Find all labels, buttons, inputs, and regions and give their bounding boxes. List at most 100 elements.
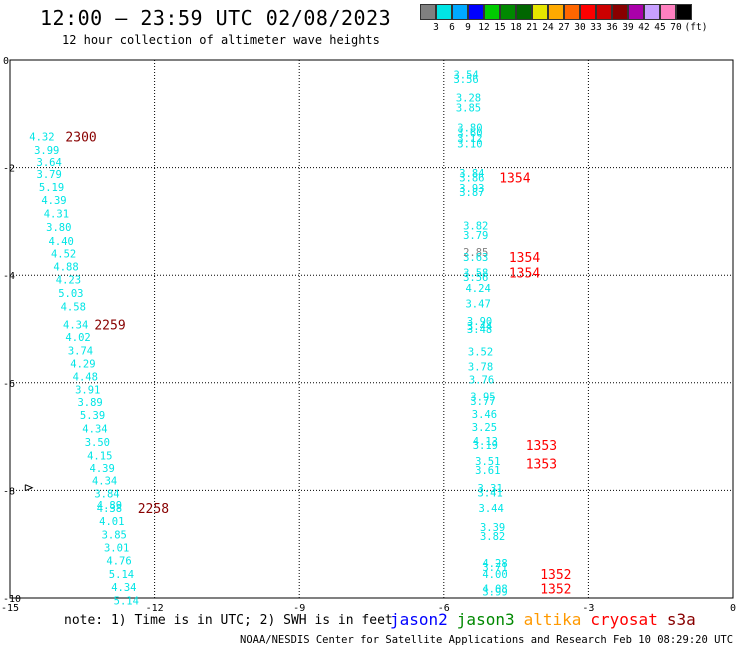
- legend-label: 15: [494, 22, 506, 33]
- wave-height-point: 3.61: [475, 465, 500, 477]
- wave-height-point: 3.91: [75, 384, 100, 396]
- legend-swatch: [436, 4, 452, 20]
- y-tick-label: -2: [3, 164, 15, 175]
- track-arrow-icon: [24, 484, 34, 492]
- wave-height-point: 3.28: [456, 93, 481, 105]
- legend-swatch: [564, 4, 580, 20]
- wave-height-point: 4.00: [482, 569, 507, 581]
- x-tick-label: -6: [438, 603, 450, 614]
- wave-height-point: 3.54: [453, 70, 478, 82]
- legend-label: 45: [654, 22, 666, 33]
- wave-height-point: 3.76: [469, 375, 494, 387]
- wave-height-point: 3.78: [468, 362, 493, 374]
- wave-height-point: 3.44: [479, 503, 504, 515]
- wave-height-point: 4.38: [97, 503, 122, 515]
- time-label: 2258: [138, 502, 169, 517]
- wave-height-point: 5.14: [114, 596, 139, 608]
- wave-height-point: 3.56: [463, 272, 488, 284]
- satellite-label: s3a: [666, 610, 696, 629]
- time-label: 1353: [526, 439, 557, 454]
- legend-label: 70: [670, 22, 682, 33]
- legend-label: 36: [606, 22, 618, 33]
- wave-height-point: 3.64: [37, 157, 62, 169]
- satellite-label: cryosat: [590, 610, 658, 629]
- wave-height-point: 2.85: [463, 247, 488, 259]
- wave-height-point: 3.87: [459, 187, 484, 199]
- satellite-legend: jason2 jason3 altika cryosat s3a: [390, 610, 705, 629]
- wave-height-point: 3.79: [37, 169, 62, 181]
- wave-height-point: 5.19: [39, 182, 64, 194]
- wave-height-point: 3.19: [473, 440, 498, 452]
- wave-height-point: 4.58: [61, 301, 86, 313]
- wave-height-point: 5.14: [109, 569, 134, 581]
- legend-swatch: [548, 4, 564, 20]
- y-tick-label: -10: [3, 594, 21, 605]
- wave-height-point: 4.34: [82, 424, 107, 436]
- wave-height-point: 3.79: [463, 230, 488, 242]
- legend-label: 9: [465, 22, 471, 33]
- wave-height-point: 3.93: [459, 183, 484, 195]
- wave-height-point: 3.58: [463, 268, 488, 280]
- wave-height-point: 3.99: [482, 587, 507, 599]
- wave-height-point: 4.31: [44, 208, 69, 220]
- wave-height-point: 4.52: [51, 249, 76, 261]
- y-tick-label: 0: [3, 56, 9, 67]
- legend-swatch: [420, 4, 436, 20]
- legend-swatch: [580, 4, 596, 20]
- time-label: 1352: [540, 582, 571, 597]
- wave-height-point: 4.01: [99, 516, 124, 528]
- wave-height-point: 4.24: [465, 283, 490, 295]
- wave-height-point: 4.89: [97, 500, 122, 512]
- wave-height-point: 3.82: [463, 221, 488, 233]
- wave-height-point: 3.77: [470, 396, 495, 408]
- wave-height-point: 3.89: [77, 397, 102, 409]
- wave-height-point: 4.39: [41, 195, 66, 207]
- x-tick-label: 0: [730, 603, 736, 614]
- wave-height-point: 3.12: [457, 133, 482, 145]
- legend-swatches: [420, 4, 740, 20]
- wave-height-point: 4.02: [65, 332, 90, 344]
- wave-height-point: 3.99: [34, 145, 59, 157]
- legend-swatch: [596, 4, 612, 20]
- wave-height-point: 4.88: [53, 262, 78, 274]
- legend-label: 12: [478, 22, 490, 33]
- wave-height-point: 3.46: [472, 409, 497, 421]
- legend-swatch: [532, 4, 548, 20]
- legend-swatch: [516, 4, 532, 20]
- wave-height-point: 4.29: [70, 358, 95, 370]
- wave-height-point: 4.13: [473, 436, 498, 448]
- wave-height-point: 3.01: [104, 542, 129, 554]
- wave-height-point: 3.80: [46, 222, 71, 234]
- wave-height-point: 4.23: [56, 275, 81, 287]
- wave-height-point: 3.44: [467, 321, 492, 333]
- wave-height-point: 3.85: [102, 530, 127, 542]
- wave-height-point: 4.34: [111, 582, 136, 594]
- wave-height-point: 3.31: [478, 483, 503, 495]
- time-label: 2259: [94, 319, 125, 334]
- wave-height-point: 3.25: [472, 422, 497, 434]
- legend-label: 30: [574, 22, 586, 33]
- wave-height-point: 3.51: [475, 456, 500, 468]
- legend-label: (ft): [684, 22, 708, 33]
- wave-height-point: 4.28: [482, 558, 507, 570]
- legend-label: 42: [638, 22, 650, 33]
- wave-height-point: 4.39: [90, 463, 115, 475]
- time-label: 1352: [540, 568, 571, 583]
- legend-label: 27: [558, 22, 570, 33]
- y-tick-label: -6: [3, 379, 15, 390]
- legend-swatch: [612, 4, 628, 20]
- wave-height-point: 4.40: [49, 236, 74, 248]
- time-label: 1354: [509, 251, 540, 266]
- legend-swatch: [644, 4, 660, 20]
- wave-height-point: 4.48: [73, 371, 98, 383]
- color-legend: 3 6 9 12 15 18 21 24 27 30 33 36 39 42 45 70 (ft): [420, 4, 740, 34]
- wave-height-point: 3.84: [459, 168, 484, 180]
- y-tick-label: -8: [3, 486, 15, 497]
- wave-height-point: 4.15: [87, 450, 112, 462]
- wave-height-point: 5.03: [58, 288, 83, 300]
- chart-subtitle: 12 hour collection of altimeter wave hei…: [62, 33, 380, 47]
- legend-swatch: [452, 4, 468, 20]
- wave-height-point: 3.82: [480, 531, 505, 543]
- wave-height-point: 3.56: [453, 74, 478, 86]
- legend-label: 6: [449, 22, 455, 33]
